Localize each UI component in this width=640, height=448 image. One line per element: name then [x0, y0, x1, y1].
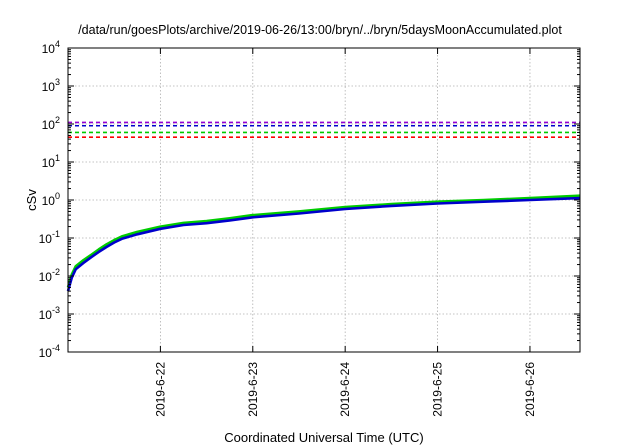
y-tick-label: 104: [42, 39, 60, 56]
y-tick-label: 10-1: [39, 229, 60, 246]
y-tick-label: 101: [42, 153, 60, 170]
y-axis-title: cSv: [24, 189, 39, 211]
series-line: [66, 196, 581, 292]
x-axis-title: Coordinated Universal Time (UTC): [224, 430, 423, 445]
x-tick-label: 2019-6-22: [153, 362, 167, 417]
x-tick-labels: 2019-6-22 2019-6-23 2019-6-24 2019-6-25 2019…: [153, 362, 537, 417]
grid: [68, 48, 580, 352]
ticks: [68, 47, 580, 353]
series: [66, 194, 581, 292]
reference-lines: [68, 121, 580, 138]
x-tick-label: 2019-6-26: [523, 362, 537, 417]
y-tick-label: 102: [42, 115, 60, 132]
y-tick-label: 100: [42, 191, 60, 208]
y-tick-labels: 10-4 10-3 10-2 10-1 100 101 102 103 104: [39, 39, 60, 360]
x-tick-label: 2019-6-23: [246, 362, 260, 417]
y-tick-label: 10-3: [39, 305, 60, 322]
x-tick-label: 2019-6-24: [338, 362, 352, 417]
series-line: [66, 194, 581, 288]
y-tick-label: 10-4: [39, 343, 60, 360]
chart-title: /data/run/goesPlots/archive/2019-06-26/1…: [78, 23, 562, 37]
y-tick-label: 103: [42, 77, 60, 94]
y-tick-label: 10-2: [39, 267, 60, 284]
x-tick-label: 2019-6-25: [431, 362, 445, 417]
